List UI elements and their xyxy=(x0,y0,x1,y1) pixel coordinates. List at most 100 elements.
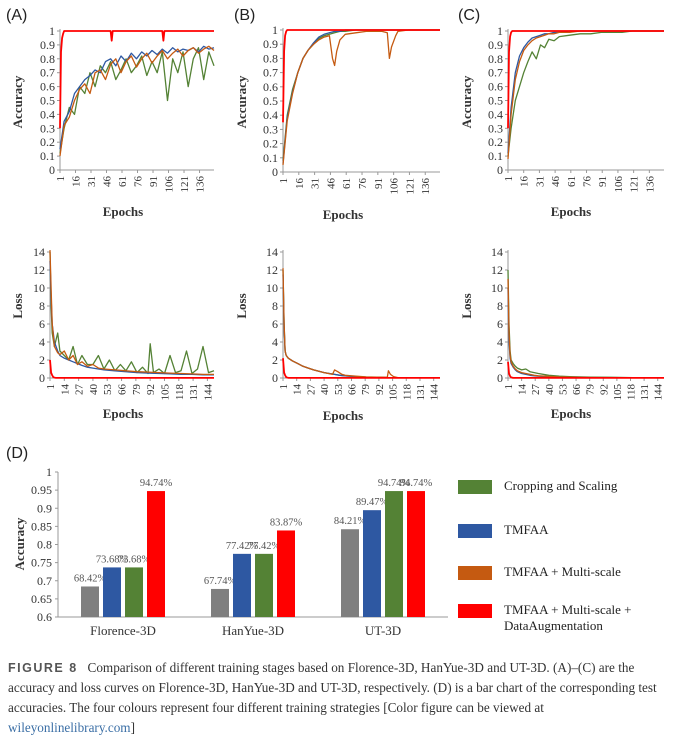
y-tick-label: 1 xyxy=(46,465,52,479)
x-tick-label: 131 xyxy=(639,384,651,401)
x-tick-label: 14 xyxy=(292,384,304,396)
y-tick-label: 0.7 xyxy=(37,574,52,588)
series-line-orange xyxy=(59,45,215,157)
legend-item-tmfaa: TMFAA xyxy=(458,522,674,538)
bar-green xyxy=(125,567,143,617)
y-tick-label: 0.5 xyxy=(488,94,503,108)
data-label: 94.74% xyxy=(400,478,433,489)
data-label: 73.68% xyxy=(96,554,129,565)
y-tick-label: 0.5 xyxy=(40,94,55,108)
bar-gray xyxy=(341,529,359,617)
legend-label: TMFAA + Multi-scale xyxy=(504,564,621,579)
data-label: 73.68% xyxy=(118,554,151,565)
y-tick-label: 0 xyxy=(272,371,278,385)
y-tick-label: 6 xyxy=(272,317,278,331)
y-tick-label: 0.6 xyxy=(40,80,55,94)
x-tick-label: 1 xyxy=(503,176,515,182)
series-line-red xyxy=(282,358,441,379)
y-axis-title: Loss xyxy=(234,293,249,318)
x-tick-label: 105 xyxy=(612,384,624,401)
x-tick-label: 46 xyxy=(102,176,114,188)
legend-label: TMFAA + Multi-scale + DataAugmentation xyxy=(504,602,632,633)
y-tick-label: 0.7 xyxy=(488,66,503,80)
y-tick-label: 0.6 xyxy=(488,80,503,94)
x-tick-label: 136 xyxy=(420,178,432,195)
bar-green xyxy=(255,553,273,617)
y-tick-label: 14 xyxy=(33,245,45,259)
y-tick-label: 0.6 xyxy=(263,80,278,94)
caption-text: Comparison of different training stages … xyxy=(8,660,657,715)
y-tick-label: 4 xyxy=(272,335,278,349)
x-tick-label: 53 xyxy=(333,384,345,396)
category-label: HanYue-3D xyxy=(222,623,284,638)
data-label: 94.74% xyxy=(140,478,173,489)
y-tick-label: 0.1 xyxy=(263,151,278,165)
legend-item-augmentation: TMFAA + Multi-scale + DataAugmentation xyxy=(458,602,674,634)
y-tick-label: 0 xyxy=(497,163,503,177)
panel-letter: (C) xyxy=(458,7,480,24)
y-tick-label: 2 xyxy=(39,353,45,367)
series-line-blue xyxy=(282,274,440,379)
x-axis-title: Epochs xyxy=(103,204,143,219)
bar-red xyxy=(147,491,165,617)
y-tick-label: 0.3 xyxy=(263,122,278,136)
y-tick-label: 0.1 xyxy=(40,149,55,163)
legend-swatch-green xyxy=(458,480,492,494)
y-tick-label: 0.4 xyxy=(263,108,278,122)
y-tick-label: 0.85 xyxy=(31,519,52,533)
data-label: 94.74% xyxy=(378,478,411,489)
data-label: 77.42% xyxy=(226,541,259,552)
series-line-orange xyxy=(507,278,665,379)
x-tick-label: 106 xyxy=(613,176,625,193)
legend-label: TMFAA xyxy=(504,522,549,537)
x-tick-label: 14 xyxy=(517,384,529,396)
x-tick-label: 92 xyxy=(145,384,157,395)
y-tick-label: 0.1 xyxy=(488,149,503,163)
series-line-blue xyxy=(282,29,440,164)
legend-label: Cropping and Scaling xyxy=(504,478,618,493)
x-tick-label: 136 xyxy=(195,176,207,193)
y-tick-label: 4 xyxy=(497,335,503,349)
series-line-green xyxy=(282,269,440,379)
y-axis-title: Loss xyxy=(10,293,25,318)
x-axis-title: Epochs xyxy=(323,207,363,222)
bar-gray xyxy=(81,586,99,617)
bar-red xyxy=(407,491,425,617)
x-tick-label: 121 xyxy=(179,176,191,193)
y-tick-label: 1 xyxy=(497,24,503,38)
data-label: 84.21% xyxy=(334,516,367,527)
x-tick-label: 121 xyxy=(404,178,416,195)
x-tick-label: 76 xyxy=(357,178,369,190)
y-tick-label: 6 xyxy=(497,317,503,331)
x-tick-label: 76 xyxy=(133,176,145,188)
y-tick-label: 0.7 xyxy=(263,66,278,80)
x-tick-label: 79 xyxy=(131,384,143,396)
x-tick-label: 27 xyxy=(74,384,86,396)
x-tick-label: 1 xyxy=(278,384,290,390)
data-label: 67.74% xyxy=(204,576,237,587)
x-tick-label: 76 xyxy=(582,176,594,188)
x-axis-title: Epochs xyxy=(103,406,143,421)
y-tick-label: 0.3 xyxy=(40,121,55,135)
x-tick-label: 53 xyxy=(557,384,569,396)
caption-link[interactable]: wileyonlinelibrary.com xyxy=(8,720,131,735)
legend-swatch-orange xyxy=(458,566,492,580)
x-tick-label: 31 xyxy=(310,178,322,189)
y-axis-title: Loss xyxy=(459,293,474,318)
y-axis-title: Accuracy xyxy=(459,75,474,128)
x-tick-label: 61 xyxy=(341,178,353,189)
y-tick-label: 12 xyxy=(33,263,45,277)
x-tick-label: 91 xyxy=(597,176,609,187)
y-axis-title: Accuracy xyxy=(10,75,25,128)
y-tick-label: 0.9 xyxy=(488,38,503,52)
x-tick-label: 61 xyxy=(566,176,578,187)
y-tick-label: 0.2 xyxy=(488,135,503,149)
data-label: 89.47% xyxy=(356,497,389,508)
x-tick-label: 144 xyxy=(202,384,214,401)
series-line-orange xyxy=(507,30,664,159)
bar-green xyxy=(385,491,403,617)
series-line-green xyxy=(282,29,440,161)
y-tick-label: 0 xyxy=(497,371,503,385)
y-tick-label: 14 xyxy=(266,245,278,259)
